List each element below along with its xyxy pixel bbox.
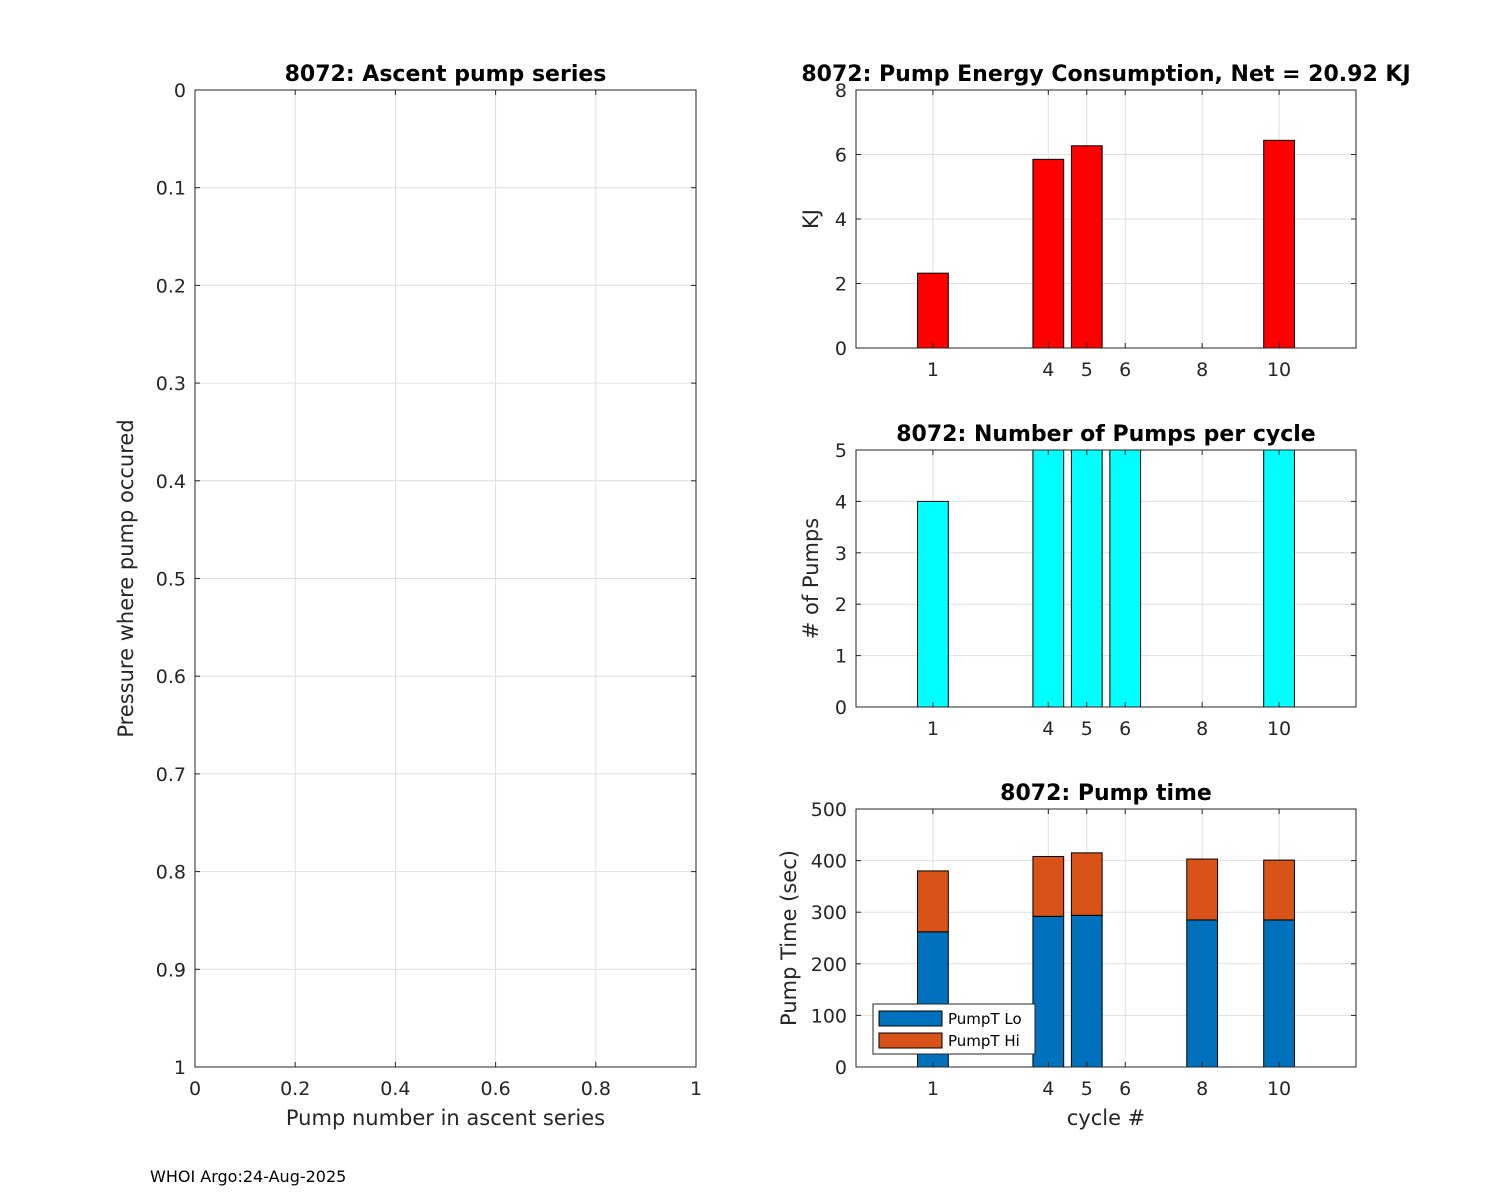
energy-ylabel: KJ (799, 209, 823, 229)
pumps-xtick-label-3: 6 (1119, 718, 1131, 740)
ascent-xtick-label-2: 0.4 (380, 1078, 410, 1100)
pumptime-bar-lo-cycle-4 (1032, 915, 1065, 1068)
pumptime-ytick-label-0: 0 (835, 1057, 847, 1079)
energy-xtick-label-1: 4 (1042, 359, 1054, 381)
pumps-bar-cycle-6 (1109, 449, 1142, 708)
ascent-ytick-label-4: 0.4 (156, 471, 186, 493)
pumps-xtick-label-2: 5 (1081, 718, 1093, 740)
energy-bar-cycle-10 (1263, 139, 1295, 349)
pumps-bar-cycle-10 (1263, 449, 1295, 708)
pumptime-xtick-label-2: 5 (1081, 1078, 1093, 1100)
ascent-ytick-label-9: 0.9 (156, 959, 186, 981)
pumptime-ytick-label-5: 500 (811, 799, 847, 821)
ascent-ytick-label-0: 0 (174, 80, 186, 102)
pumptime-xlabel: cycle # (1067, 1106, 1146, 1130)
ascent-ytick-label-7: 0.7 (156, 764, 186, 786)
ascent-ytick-label-8: 0.8 (156, 862, 186, 884)
energy-xtick-label-0: 1 (927, 359, 939, 381)
pumptime-bar-hi-cycle-1 (917, 870, 949, 933)
footer-text: WHOI Argo:24-Aug-2025 (150, 1167, 346, 1186)
ascent-ylabel: Pressure where pump occured (114, 419, 138, 737)
ascent-xtick-label-0: 0 (189, 1078, 201, 1100)
pumps-bar-cycle-4 (1032, 449, 1065, 708)
energy-ytick-label-0: 0 (835, 338, 847, 360)
ascent-ytick-label-6: 0.6 (156, 666, 186, 688)
pumps-xtick-label-1: 4 (1042, 718, 1054, 740)
pumps-ytick-label-3: 3 (835, 543, 847, 565)
pumptime-bar-lo-cycle-10 (1263, 919, 1295, 1068)
pumptime-legend: PumpT Lo PumpT Hi (872, 1003, 1036, 1055)
ascent-ytick-label-10: 1 (174, 1057, 186, 1079)
ascent-xtick-label-5: 1 (690, 1078, 702, 1100)
ascent-ytick-label-3: 0.3 (156, 373, 186, 395)
pumps-bar-cycle-1 (917, 500, 949, 708)
energy-ytick-label-2: 4 (835, 209, 847, 231)
ascent-ytick-label-2: 0.2 (156, 275, 186, 297)
pumptime-xtick-label-0: 1 (927, 1078, 939, 1100)
ascent-xtick-label-1: 0.2 (280, 1078, 310, 1100)
pumptime-legend-swatch-0 (878, 1010, 943, 1027)
pumps-ytick-label-5: 5 (835, 440, 847, 462)
pumps-bar-cycle-5 (1070, 449, 1103, 708)
pumptime-ylabel: Pump Time (sec) (777, 850, 801, 1026)
pumptime-bar-hi-cycle-10 (1263, 859, 1295, 921)
pumptime-ytick-label-2: 200 (811, 954, 847, 976)
ascent-xtick-label-4: 0.8 (581, 1078, 611, 1100)
ascent-ytick-label-5: 0.5 (156, 569, 186, 591)
pumptime-bar-hi-cycle-5 (1070, 852, 1103, 916)
pumptime-title: 8072: Pump time (1000, 781, 1212, 806)
ascent-ytick-label-1: 0.1 (156, 178, 186, 200)
pumps-ytick-label-1: 1 (835, 646, 847, 668)
pumps-ytick-label-4: 4 (835, 491, 847, 513)
pumptime-legend-label-0: PumpT Lo (948, 1010, 1022, 1028)
pumps-ytick-label-0: 0 (835, 697, 847, 719)
energy-bar-cycle-5 (1070, 145, 1103, 349)
pumps-ytick-label-2: 2 (835, 594, 847, 616)
pumps-axes-box (855, 449, 1357, 708)
pumptime-xtick-label-4: 8 (1196, 1078, 1208, 1100)
pumps-ylabel: # of Pumps (799, 518, 823, 640)
pumptime-legend-swatch-1 (878, 1032, 943, 1049)
pumps-xtick-label-5: 10 (1267, 718, 1291, 740)
energy-bar-cycle-4 (1032, 158, 1065, 349)
ascent-title: 8072: Ascent pump series (285, 62, 607, 87)
energy-title: 8072: Pump Energy Consumption, Net = 20.… (801, 62, 1410, 87)
pumptime-ytick-label-3: 300 (811, 902, 847, 924)
pumptime-ytick-label-4: 400 (811, 851, 847, 873)
energy-ytick-label-4: 8 (835, 80, 847, 102)
pumptime-bar-hi-cycle-4 (1032, 855, 1065, 917)
energy-xtick-label-5: 10 (1267, 359, 1291, 381)
energy-xtick-label-2: 5 (1081, 359, 1093, 381)
pumptime-bar-hi-cycle-8 (1186, 858, 1219, 921)
pumptime-ytick-label-1: 100 (811, 1005, 847, 1027)
pumptime-xtick-label-5: 10 (1267, 1078, 1291, 1100)
energy-bar-cycle-1 (917, 272, 949, 349)
energy-xtick-label-4: 8 (1196, 359, 1208, 381)
pumps-xtick-label-0: 1 (927, 718, 939, 740)
energy-ytick-label-1: 2 (835, 274, 847, 296)
pumptime-axes-box (855, 808, 1357, 1068)
ascent-xtick-label-3: 0.6 (480, 1078, 510, 1100)
pumptime-bar-lo-cycle-5 (1070, 914, 1103, 1068)
pumptime-legend-label-1: PumpT Hi (948, 1032, 1020, 1050)
pumptime-bar-lo-cycle-8 (1186, 919, 1219, 1068)
energy-xtick-label-3: 6 (1119, 359, 1131, 381)
pumps-xtick-label-4: 8 (1196, 718, 1208, 740)
pumps-title: 8072: Number of Pumps per cycle (896, 422, 1315, 447)
ascent-pump-series-chart: 0 0.2 0.4 0.6 0.8 100.10.20.30.40.50.60.70.80… (114, 62, 702, 1130)
pumptime-xtick-label-3: 6 (1119, 1078, 1131, 1100)
pumps-per-cycle-chart: 1 4 5 6 8 10 0 1 2 3 4 5 8072: Number of Pumps per c… (799, 422, 1357, 740)
energy-ytick-label-3: 6 (835, 145, 847, 167)
ascent-xlabel: Pump number in ascent series (286, 1106, 605, 1130)
pumptime-xtick-label-1: 4 (1042, 1078, 1054, 1100)
